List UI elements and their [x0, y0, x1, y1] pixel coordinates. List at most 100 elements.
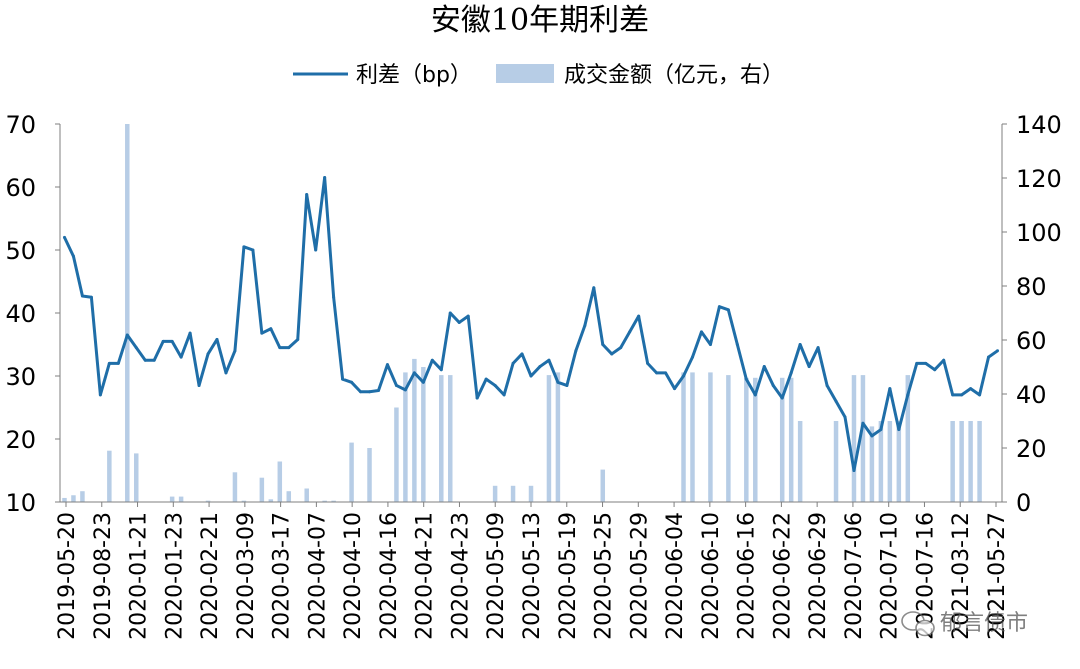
line-point	[62, 235, 66, 239]
line-point	[601, 343, 605, 346]
bar	[950, 421, 955, 502]
bar	[681, 372, 686, 502]
line-point	[655, 371, 659, 375]
x-tick-label: 2020-07-06	[842, 512, 867, 640]
bar	[412, 358, 417, 502]
line-point	[996, 349, 1000, 353]
line-point	[708, 343, 712, 346]
line-point	[134, 346, 138, 350]
line-point	[359, 390, 363, 394]
line-point	[71, 254, 75, 258]
line-point	[574, 349, 578, 353]
line-point	[161, 339, 165, 343]
left-tick-label: 50	[5, 237, 36, 265]
line-point	[323, 176, 327, 180]
left-tick-label: 30	[5, 363, 36, 391]
x-tick-label: 2020-04-16	[377, 512, 402, 640]
watermark: 郁言债市	[901, 611, 1028, 637]
legend: 利差（bp） 成交金额（亿元，右）	[293, 63, 784, 88]
line-point	[699, 330, 703, 334]
bar	[394, 407, 399, 502]
line-point	[412, 371, 416, 375]
legend-bar-label: 成交金额（亿元，右）	[564, 63, 784, 88]
bar	[788, 377, 794, 502]
line-point	[816, 346, 820, 350]
line-point	[924, 361, 928, 365]
line-point	[682, 374, 686, 378]
bar	[241, 500, 247, 502]
line-point	[502, 393, 506, 397]
line-point	[457, 320, 461, 324]
left-tick-label: 10	[5, 489, 36, 517]
right-tick-label: 140	[1016, 111, 1062, 139]
line-point	[430, 358, 434, 362]
x-tick-label: 2020-02-21	[198, 512, 223, 640]
line-point	[143, 358, 147, 362]
x-tick-label: 2020-04-23	[449, 512, 474, 640]
bar	[80, 491, 85, 502]
line-point	[287, 346, 291, 350]
x-tick-label: 2020-05-13	[520, 512, 545, 640]
x-tick-label: 2020-01-23	[162, 512, 187, 640]
line-point	[897, 428, 901, 432]
bar	[107, 450, 112, 502]
bar	[600, 469, 606, 502]
line-point	[368, 390, 372, 394]
line-point	[825, 383, 829, 387]
line-point	[619, 346, 623, 350]
right-tick-label: 100	[1016, 219, 1062, 247]
line-series	[62, 176, 1000, 472]
line-point	[753, 393, 757, 397]
left-tick-label: 20	[5, 426, 36, 454]
bar	[896, 421, 902, 502]
x-tick-label: 2020-01-21	[127, 512, 152, 640]
bar-series	[62, 124, 982, 502]
right-tick-label: 20	[1016, 435, 1047, 463]
bar	[268, 499, 274, 502]
bar	[178, 496, 184, 502]
line-point	[735, 343, 739, 346]
line-point	[439, 368, 443, 372]
x-tick-label: 2020-07-16	[914, 512, 939, 640]
bar	[492, 485, 498, 502]
bar	[232, 472, 238, 502]
line-point	[978, 393, 982, 397]
line-point	[942, 358, 946, 362]
bar	[439, 375, 444, 502]
line-point	[376, 388, 380, 392]
bar	[169, 496, 175, 502]
right-tick-label: 0	[1016, 489, 1031, 517]
line-point	[421, 380, 425, 384]
right-tick-label: 40	[1016, 381, 1047, 409]
line-point	[780, 396, 784, 400]
line-point	[583, 324, 587, 328]
line-point	[107, 361, 111, 365]
line-point	[637, 314, 641, 318]
left-tick-label: 70	[5, 111, 36, 139]
line-point	[394, 383, 398, 387]
x-tick-label: 2019-05-20	[55, 512, 80, 640]
bar	[690, 372, 695, 502]
line-point	[314, 248, 318, 252]
right-y-axis: 0 20 40 60 80 100 120 140	[1002, 111, 1062, 517]
bar	[546, 375, 552, 502]
x-tick-label: 2020-07-10	[878, 512, 903, 640]
x-tick-label: 2020-05-25	[592, 512, 617, 640]
x-axis: 2019-05-20 2019-08-23 2020-01-21 2020-01-23…	[55, 502, 1010, 640]
bar	[878, 421, 884, 502]
chart-title: 安徽10年期利差	[431, 3, 649, 38]
bar	[753, 377, 758, 502]
line-point	[448, 311, 452, 315]
left-tick-label: 40	[5, 300, 36, 328]
line-point	[89, 295, 93, 299]
line-point	[933, 368, 937, 372]
line-point	[80, 294, 84, 298]
line-point	[197, 383, 201, 387]
bar	[259, 477, 265, 502]
line-point	[385, 363, 389, 367]
left-y-axis: 10 20 30 40 50 60 70	[5, 111, 60, 517]
line-point	[520, 352, 524, 356]
line-point	[170, 339, 174, 343]
line-point	[296, 337, 300, 341]
